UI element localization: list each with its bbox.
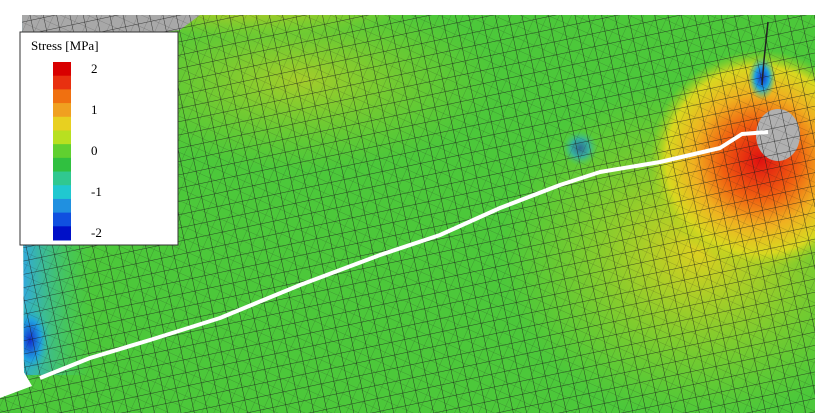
color-band: [53, 157, 71, 173]
color-band: [53, 198, 71, 214]
color-band: [53, 130, 71, 145]
color-band: [53, 103, 71, 118]
color-bar: [53, 62, 71, 241]
color-band: [53, 75, 71, 90]
color-band: [53, 89, 71, 104]
legend-label: 1: [91, 102, 98, 117]
legend-title: Stress [MPa]: [31, 38, 99, 53]
color-band: [53, 226, 71, 241]
legend-label: -1: [91, 184, 102, 199]
legend-box: [19, 31, 179, 246]
color-band: [53, 185, 71, 200]
crack-branch: [761, 21, 769, 86]
color-band: [53, 116, 71, 131]
crack: [39, 130, 769, 380]
legend-label: 0: [91, 143, 98, 158]
color-band: [53, 144, 71, 159]
legend: Stress [MPa] 2 1 0 -1 -2: [19, 31, 179, 246]
legend-label: -2: [91, 225, 102, 240]
color-band: [53, 171, 71, 186]
color-band: [53, 62, 71, 77]
color-band: [53, 212, 71, 227]
legend-label: 2: [91, 61, 98, 76]
legend-labels: 2 1 0 -1 -2: [91, 61, 102, 240]
